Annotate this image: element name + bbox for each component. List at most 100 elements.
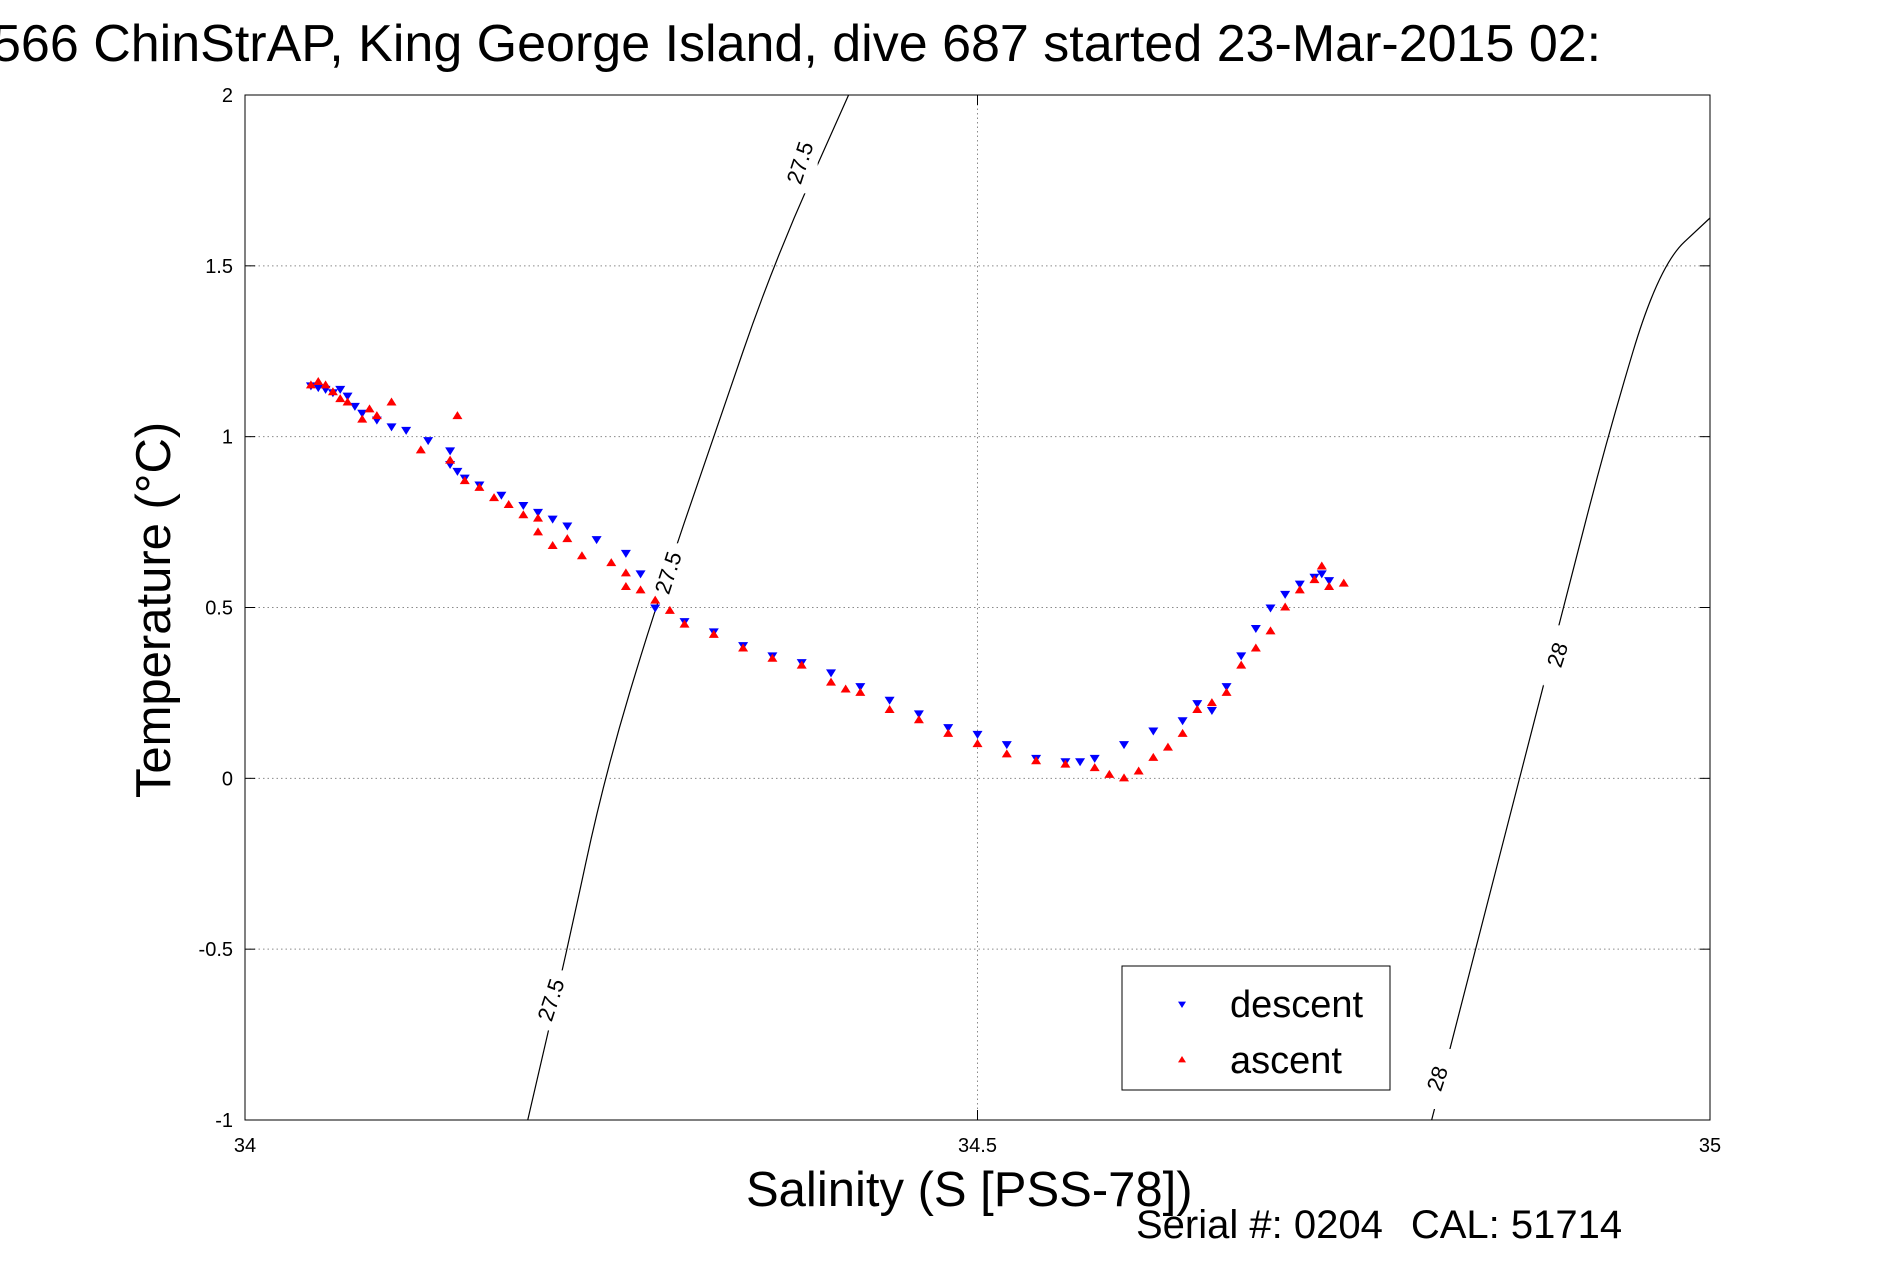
descent-point	[972, 730, 983, 739]
descent-point	[496, 491, 507, 500]
ascent-point	[576, 551, 587, 560]
y-axis-label: Temperature (°C)	[127, 421, 181, 799]
ascent-point	[452, 411, 463, 420]
y-tick-label: -0.5	[199, 939, 233, 961]
ascent-point	[1316, 561, 1327, 570]
ascent-point	[371, 411, 382, 420]
descent-point	[1075, 758, 1086, 767]
ascent-point	[840, 684, 851, 693]
ascent-point	[305, 380, 316, 389]
descent-point	[1265, 604, 1276, 613]
contour-label-bg	[785, 133, 818, 194]
ascent-point	[1309, 575, 1320, 584]
ascent-point	[796, 660, 807, 669]
x-tick-label: 34	[234, 1135, 256, 1157]
y-tick-label: 0.5	[205, 598, 233, 620]
ascent-point	[650, 595, 661, 604]
x-tick-label: 34.5	[958, 1135, 997, 1157]
ascent-point	[679, 619, 690, 628]
ascent-point	[1119, 773, 1129, 782]
legend-marker-descent	[1178, 1001, 1186, 1008]
data-points	[305, 377, 1349, 782]
descent-point	[452, 467, 463, 476]
ascent-point	[1089, 763, 1100, 772]
ascent-point	[474, 482, 485, 491]
ascent-point	[1001, 749, 1012, 758]
ascent-point	[562, 534, 573, 543]
descent-point	[335, 385, 346, 394]
contour-label-bg	[1422, 1049, 1455, 1109]
ascent-point	[335, 394, 346, 403]
ascent-point	[620, 582, 631, 590]
ascent-point	[1133, 766, 1144, 775]
y-tick-label: 0	[222, 768, 233, 790]
ascent-point	[943, 728, 954, 737]
descent-point	[562, 522, 573, 531]
descent-point	[620, 549, 631, 558]
ascent-point	[1250, 643, 1261, 652]
legend-label-descent: descent	[1230, 984, 1364, 1026]
descent-point	[1206, 707, 1217, 715]
ascent-point	[489, 493, 500, 502]
descent-point	[547, 515, 558, 524]
ascent-point	[1162, 742, 1173, 751]
descent-point	[1294, 580, 1305, 589]
ascent-point	[1060, 759, 1071, 768]
contour-line	[1431, 217, 1710, 1120]
legend-label-ascent: ascent	[1230, 1040, 1342, 1082]
ascent-point	[313, 377, 324, 385]
descent-point	[313, 384, 324, 393]
descent-point	[533, 508, 543, 517]
descent-point	[913, 710, 924, 719]
ascent-point	[533, 513, 543, 522]
ascent-point	[767, 653, 778, 662]
descent-point	[401, 426, 412, 435]
ascent-point	[320, 380, 331, 389]
legend-box	[1121, 965, 1391, 1091]
descent-point	[1324, 577, 1335, 586]
ascent-point	[1324, 582, 1335, 590]
ascent-point	[606, 558, 617, 567]
descent-point	[1192, 700, 1203, 709]
ascent-point	[415, 445, 426, 454]
descent-point	[1001, 741, 1012, 750]
axes: 34 34.5 35 -1 -0.5 0 0.5 1 1.5 2	[199, 85, 1722, 1157]
ascent-point	[708, 629, 719, 638]
ascent-point	[445, 455, 456, 464]
descent-point	[1316, 570, 1327, 579]
ascent-point	[547, 541, 558, 549]
ascent-point	[386, 397, 397, 406]
descent-point	[591, 536, 602, 545]
ascent-point	[635, 585, 646, 594]
ascent-point	[1338, 578, 1349, 587]
ascent-point	[1265, 626, 1276, 635]
ascent-point	[738, 643, 749, 652]
descent-point	[386, 423, 397, 432]
ascent-point	[972, 739, 983, 748]
ascent-point	[913, 715, 924, 724]
descent-point	[1250, 625, 1261, 633]
serial-number: Serial #: 0204	[1136, 1203, 1383, 1247]
descent-point	[1089, 754, 1100, 763]
ascent-point	[327, 387, 338, 396]
ascent-point	[503, 500, 514, 508]
descent-point	[349, 402, 360, 411]
descent-point	[826, 669, 836, 678]
descent-point	[884, 696, 895, 705]
descent-point	[445, 447, 456, 456]
legend-marker-ascent	[1178, 1056, 1186, 1063]
descent-point	[1177, 717, 1188, 726]
ascent-point	[1294, 585, 1305, 594]
grid-lines	[245, 95, 1710, 1120]
ascent-point	[1221, 687, 1232, 696]
ascent-point	[518, 510, 529, 519]
descent-point	[518, 502, 529, 510]
chart-title: 566 ChinStrAP, King George Island, dive …	[0, 15, 1602, 73]
ascent-point	[357, 414, 368, 423]
ascent-point	[1236, 660, 1247, 669]
descent-point	[423, 437, 434, 446]
ascent-point	[620, 568, 631, 577]
y-tick-label: 1.5	[205, 256, 233, 278]
